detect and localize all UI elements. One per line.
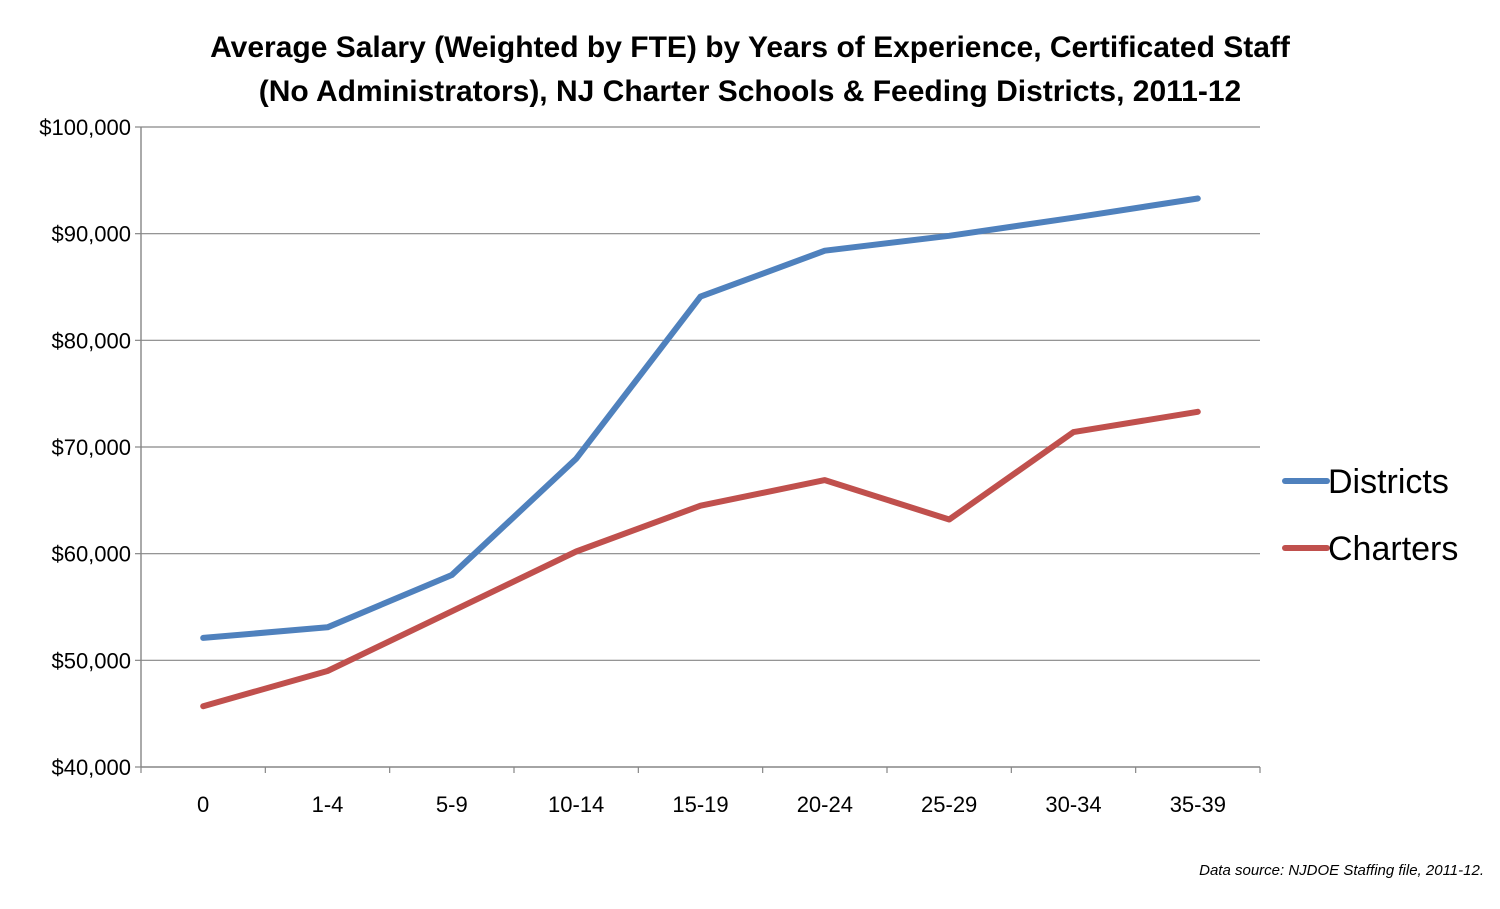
chart-title: Average Salary (Weighted by FTE) by Year… xyxy=(0,26,1500,114)
x-tick-label: 5-9 xyxy=(436,792,468,817)
legend: Districts Charters xyxy=(1282,463,1458,568)
y-tick-label: $60,000 xyxy=(51,542,131,567)
legend-label-districts: Districts xyxy=(1328,463,1449,501)
chart-title-line-1: Average Salary (Weighted by FTE) by Year… xyxy=(210,31,1290,64)
y-tick-label: $80,000 xyxy=(51,328,131,353)
chart-title-line-2: (No Administrators), NJ Charter Schools … xyxy=(258,75,1242,108)
x-axis-tick-labels: 0 1-4 5-9 10-14 15-19 20-24 25-29 30-34 35-39 xyxy=(197,792,1226,817)
axes xyxy=(135,126,1261,773)
data-source-note: Data source: NJDOE Staffing file, 2011-1… xyxy=(1199,862,1484,879)
series-lines xyxy=(200,195,1201,710)
x-tick-label: 0 xyxy=(197,792,209,817)
series-line-districts xyxy=(200,195,1201,641)
y-tick-label: $100,000 xyxy=(39,115,131,140)
y-tick-label: $70,000 xyxy=(51,435,131,460)
x-tick-label: 15-19 xyxy=(672,792,728,817)
y-tick-label: $90,000 xyxy=(51,222,131,247)
series-line-charters xyxy=(200,408,1201,710)
x-tick-label: 35-39 xyxy=(1170,792,1226,817)
legend-label-charters: Charters xyxy=(1328,530,1458,568)
y-tick-label: $50,000 xyxy=(51,648,131,673)
x-tick-label: 20-24 xyxy=(797,792,853,817)
x-tick-label: 1-4 xyxy=(312,792,344,817)
x-tick-label: 25-29 xyxy=(921,792,977,817)
x-tick-label: 10-14 xyxy=(548,792,604,817)
y-tick-label: $40,000 xyxy=(51,755,131,780)
gridlines xyxy=(141,126,1260,661)
x-tick-label: 30-34 xyxy=(1045,792,1101,817)
y-axis-tick-labels: $40,000 $50,000 $60,000 $70,000 $80,000 $90,0… xyxy=(39,115,131,780)
